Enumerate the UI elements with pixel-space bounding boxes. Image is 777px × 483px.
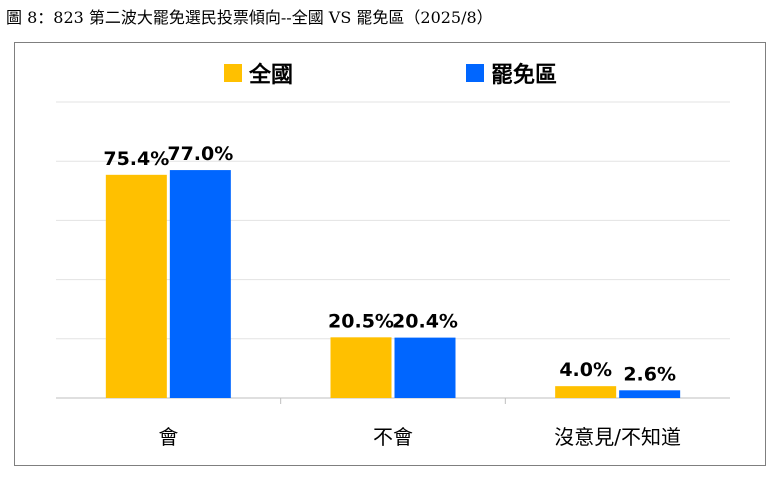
data-label: 20.4% bbox=[392, 311, 458, 333]
bar-national-1 bbox=[330, 337, 392, 398]
category-label: 不會 bbox=[373, 425, 413, 449]
category-label: 會 bbox=[158, 425, 178, 449]
data-label: 2.6% bbox=[623, 363, 676, 385]
data-label: 75.4% bbox=[103, 148, 169, 170]
bar-recall-district-0 bbox=[169, 170, 231, 398]
gridlines bbox=[56, 101, 730, 340]
bar-recall-district-2 bbox=[619, 390, 681, 398]
data-label: 4.0% bbox=[559, 359, 612, 381]
bar-recall-district-1 bbox=[394, 337, 456, 398]
legend: 全國 罷免區 bbox=[224, 62, 557, 88]
data-labels: 75.4%77.0% 20.5%20.4% 4.0% 2.6% bbox=[103, 143, 676, 385]
data-label: 77.0% bbox=[167, 143, 233, 165]
x-axis-ticks bbox=[280, 398, 506, 404]
bar-national-2 bbox=[555, 386, 617, 398]
data-label: 20.5% bbox=[328, 310, 394, 332]
legend-swatch bbox=[466, 64, 484, 82]
category-label: 沒意見/不知道 bbox=[554, 425, 681, 449]
bar-national-0 bbox=[105, 174, 167, 398]
category-labels: 會 不會 沒意見/不知道 bbox=[158, 425, 681, 449]
legend-label: 罷免區 bbox=[491, 62, 557, 88]
legend-label: 全國 bbox=[248, 62, 293, 88]
legend-swatch bbox=[224, 64, 242, 82]
figure-title: 圖 8：823 第二波大罷免選民投票傾向--全國 VS 罷免區（2025/8） bbox=[6, 8, 493, 27]
bars bbox=[105, 170, 681, 398]
